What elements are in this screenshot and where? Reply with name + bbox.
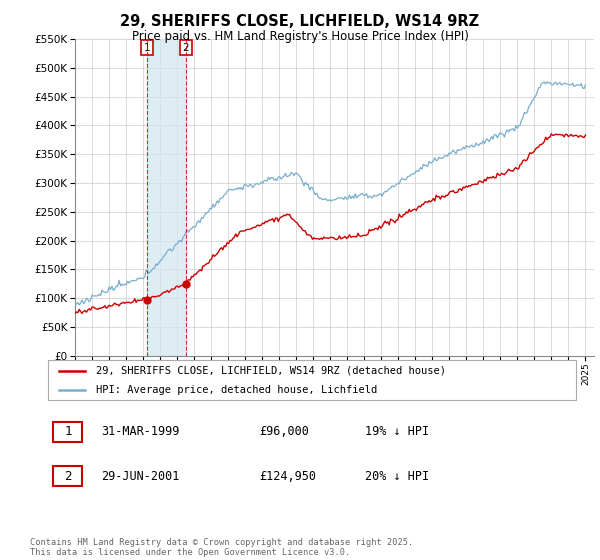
Text: 19% ↓ HPI: 19% ↓ HPI — [365, 426, 429, 438]
Text: £124,950: £124,950 — [259, 470, 316, 483]
Text: 1: 1 — [64, 426, 71, 438]
Text: £96,000: £96,000 — [259, 426, 309, 438]
Text: 20% ↓ HPI: 20% ↓ HPI — [365, 470, 429, 483]
FancyBboxPatch shape — [48, 360, 576, 400]
Text: Price paid vs. HM Land Registry's House Price Index (HPI): Price paid vs. HM Land Registry's House … — [131, 30, 469, 43]
Text: 29, SHERIFFS CLOSE, LICHFIELD, WS14 9RZ: 29, SHERIFFS CLOSE, LICHFIELD, WS14 9RZ — [121, 14, 479, 29]
Text: 2: 2 — [64, 470, 71, 483]
Text: 29-JUN-2001: 29-JUN-2001 — [101, 470, 179, 483]
Text: HPI: Average price, detached house, Lichfield: HPI: Average price, detached house, Lich… — [95, 385, 377, 394]
FancyBboxPatch shape — [53, 466, 82, 487]
Text: 2: 2 — [182, 43, 189, 53]
Text: 31-MAR-1999: 31-MAR-1999 — [101, 426, 179, 438]
Text: Contains HM Land Registry data © Crown copyright and database right 2025.
This d: Contains HM Land Registry data © Crown c… — [30, 538, 413, 557]
Text: 29, SHERIFFS CLOSE, LICHFIELD, WS14 9RZ (detached house): 29, SHERIFFS CLOSE, LICHFIELD, WS14 9RZ … — [95, 366, 446, 376]
FancyBboxPatch shape — [53, 422, 82, 442]
Bar — [148, 39, 185, 356]
Text: 1: 1 — [144, 43, 151, 53]
